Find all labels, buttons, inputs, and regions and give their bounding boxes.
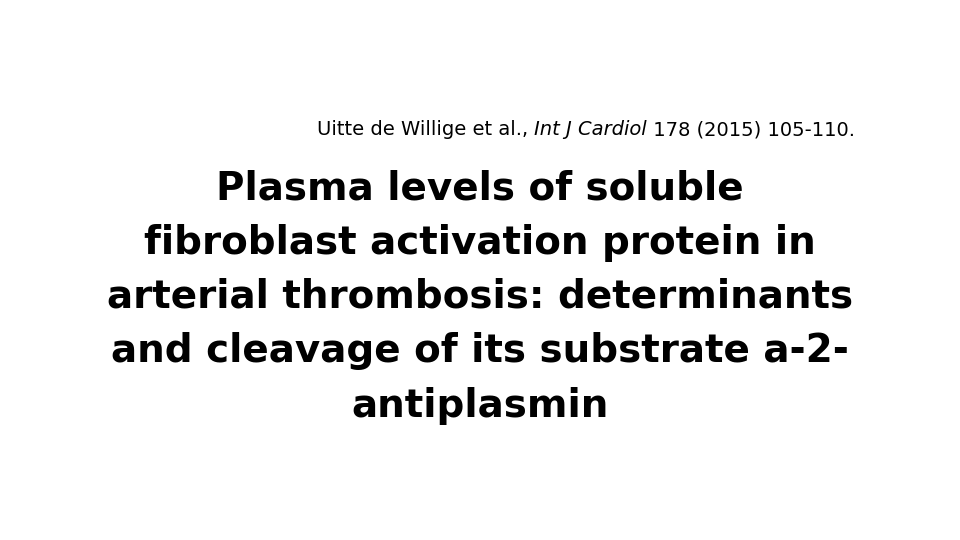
Text: Plasma levels of soluble
fibroblast activation protein in
arterial thrombosis: d: Plasma levels of soluble fibroblast acti…	[107, 169, 853, 425]
Text: Int J Cardiol: Int J Cardiol	[534, 120, 647, 139]
Text: Uitte de Willige et al.,: Uitte de Willige et al.,	[317, 120, 534, 139]
Text: 178 (2015) 105-110.: 178 (2015) 105-110.	[647, 120, 854, 139]
